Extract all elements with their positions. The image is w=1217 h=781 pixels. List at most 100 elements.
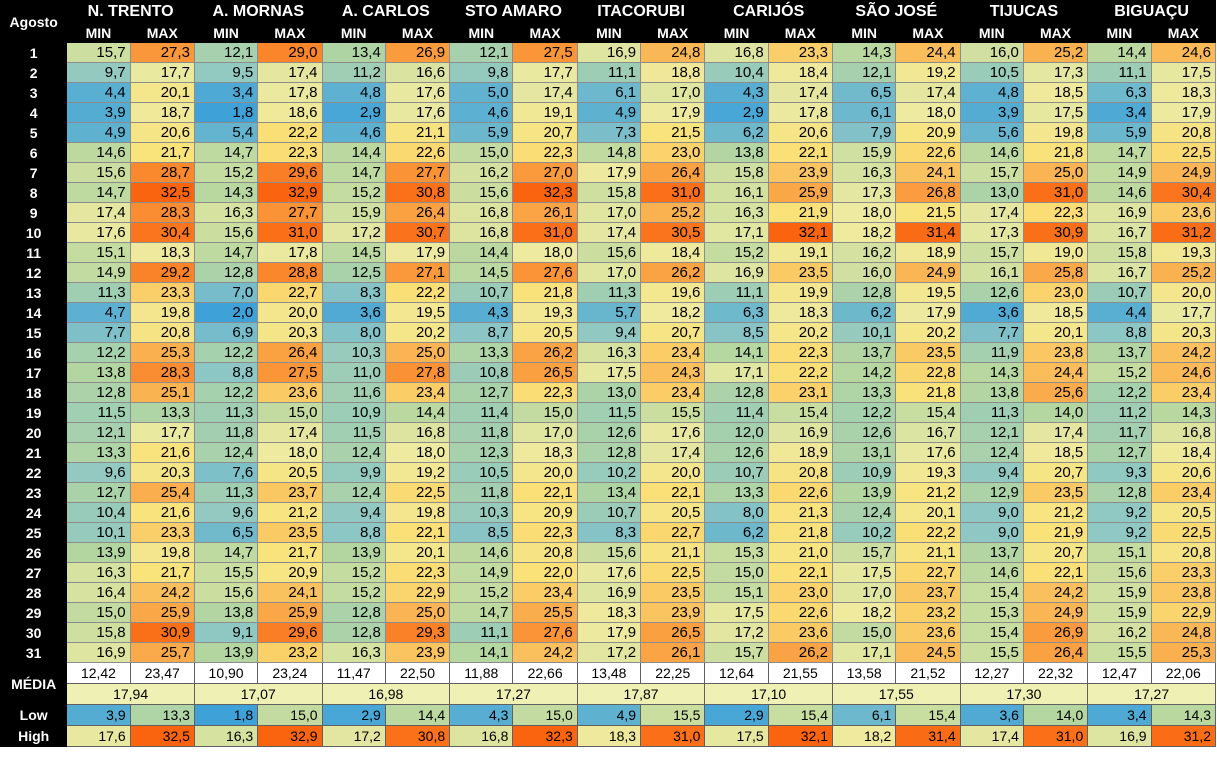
average-cell: 23,24 [257, 662, 323, 684]
low-cell: 14,4 [384, 704, 451, 726]
day-label: 15 [0, 322, 68, 343]
min-cell: 6,5 [831, 82, 897, 103]
min-cell: 11,1 [704, 282, 769, 303]
max-cell: 20,2 [384, 322, 451, 343]
min-cell: 14,4 [321, 142, 386, 163]
high-cell: 31,0 [640, 725, 706, 747]
max-cell: 16,6 [384, 62, 451, 83]
max-cell: 14,0 [1022, 402, 1089, 423]
max-cell: 21,6 [129, 442, 195, 463]
high-cell: 32,9 [257, 725, 323, 747]
min-cell: 14,9 [66, 262, 131, 283]
max-cell: 25,6 [1022, 382, 1089, 403]
max-cell: 26,5 [512, 362, 578, 383]
max-cell: 25,7 [129, 642, 195, 663]
low-cell: 13,3 [129, 704, 195, 726]
max-cell: 22,5 [1150, 522, 1217, 543]
min-cell: 2,9 [321, 102, 386, 123]
max-cell: 22,7 [895, 562, 961, 583]
min-cell: 13,8 [193, 602, 259, 623]
min-cell: 11,6 [321, 382, 386, 403]
min-cell: 11,5 [576, 402, 642, 423]
table-row: 27 16,3 21,7 15,5 20,9 15,2 22,3 14,9 22,0 17,6 22… [0, 562, 1217, 583]
min-cell: 12,1 [959, 422, 1024, 443]
min-cell: 14,1 [704, 342, 769, 363]
min-cell: 14,3 [193, 182, 259, 203]
max-cell: 18,0 [895, 102, 961, 123]
day-label: 21 [0, 442, 68, 463]
max-cell: 20,9 [257, 562, 323, 583]
max-cell: 27,6 [512, 262, 578, 283]
max-cell: 29,0 [257, 42, 323, 63]
table-row: 10 17,6 30,4 15,6 31,0 17,2 30,7 16,8 31,0 17,4 30… [0, 222, 1217, 243]
min-cell: 14,9 [449, 562, 514, 583]
min-cell: 12,2 [1087, 382, 1152, 403]
min-cell: 17,6 [66, 222, 131, 243]
max-cell: 18,5 [1022, 82, 1089, 103]
max-cell: 18,8 [640, 62, 706, 83]
max-cell: 24,2 [1022, 582, 1089, 603]
day-label: 25 [0, 522, 68, 543]
max-cell: 21,8 [512, 282, 578, 303]
station-header-a-mornas: A. MORNAS [193, 0, 323, 24]
min-cell: 9,4 [959, 462, 1024, 483]
max-cell: 23,4 [384, 382, 451, 403]
max-cell: 23,7 [895, 582, 961, 603]
media-label: MÉDIA [0, 662, 68, 705]
min-cell: 16,7 [1087, 222, 1152, 243]
min-cell: 8,7 [449, 322, 514, 343]
min-cell: 15,4 [959, 622, 1024, 643]
max-cell: 23,9 [767, 162, 834, 183]
min-cell: 16,8 [704, 42, 769, 63]
min-cell: 17,1 [704, 222, 769, 243]
max-cell: 17,9 [640, 102, 706, 123]
max-cell: 20,5 [640, 502, 706, 523]
low-cell: 15,5 [640, 704, 706, 726]
max-cell: 25,9 [767, 182, 834, 203]
max-cell: 24,1 [895, 162, 961, 183]
min-cell: 16,9 [66, 642, 131, 663]
min-cell: 15,0 [66, 602, 131, 623]
max-cell: 21,1 [640, 542, 706, 563]
max-cell: 23,4 [1150, 482, 1217, 503]
minmax-header-row: MIN MAX MIN MAX MIN MAX MIN MAX MIN MAX MIN MAX MIN M… [1, 23, 1217, 43]
max-column-header: MAX [767, 23, 834, 43]
max-cell: 19,8 [129, 542, 195, 563]
max-cell: 17,5 [1150, 62, 1217, 83]
min-cell: 15,0 [831, 622, 897, 643]
station-header-tijucas: TIJUCAS [959, 0, 1089, 24]
min-cell: 15,6 [1087, 562, 1152, 583]
min-cell: 13,7 [959, 542, 1024, 563]
max-cell: 20,8 [1150, 122, 1217, 143]
max-cell: 27,1 [384, 262, 451, 283]
min-cell: 12,1 [831, 62, 897, 83]
min-cell: 12,1 [66, 422, 131, 443]
min-cell: 5,9 [1087, 122, 1152, 143]
min-cell: 12,7 [66, 482, 131, 503]
min-cell: 14,7 [193, 542, 259, 563]
min-cell: 16,9 [576, 582, 642, 603]
max-cell: 20,7 [1022, 462, 1089, 483]
min-cell: 10,7 [576, 502, 642, 523]
min-cell: 17,1 [704, 362, 769, 383]
max-cell: 26,4 [640, 162, 706, 183]
min-cell: 8,3 [576, 522, 642, 543]
max-cell: 19,0 [1022, 242, 1089, 263]
max-cell: 20,3 [129, 462, 195, 483]
max-cell: 23,0 [1022, 282, 1089, 303]
min-cell: 13,4 [321, 42, 386, 63]
min-cell: 6,9 [193, 322, 259, 343]
low-label: Low [0, 704, 68, 726]
combined-average-cell: 17,55 [832, 683, 961, 705]
table-row: 13 11,3 23,3 7,0 22,7 8,3 22,2 10,7 21,8 11,3 19,6… [0, 282, 1217, 303]
high-cell: 31,4 [895, 725, 961, 747]
min-cell: 5,4 [193, 122, 259, 143]
max-cell: 23,3 [129, 282, 195, 303]
min-cell: 17,4 [576, 222, 642, 243]
average-cell: 22,06 [1150, 662, 1217, 684]
max-cell: 20,8 [129, 322, 195, 343]
min-cell: 11,3 [66, 282, 131, 303]
average-cell: 22,25 [640, 662, 706, 684]
min-cell: 13,4 [576, 482, 642, 503]
